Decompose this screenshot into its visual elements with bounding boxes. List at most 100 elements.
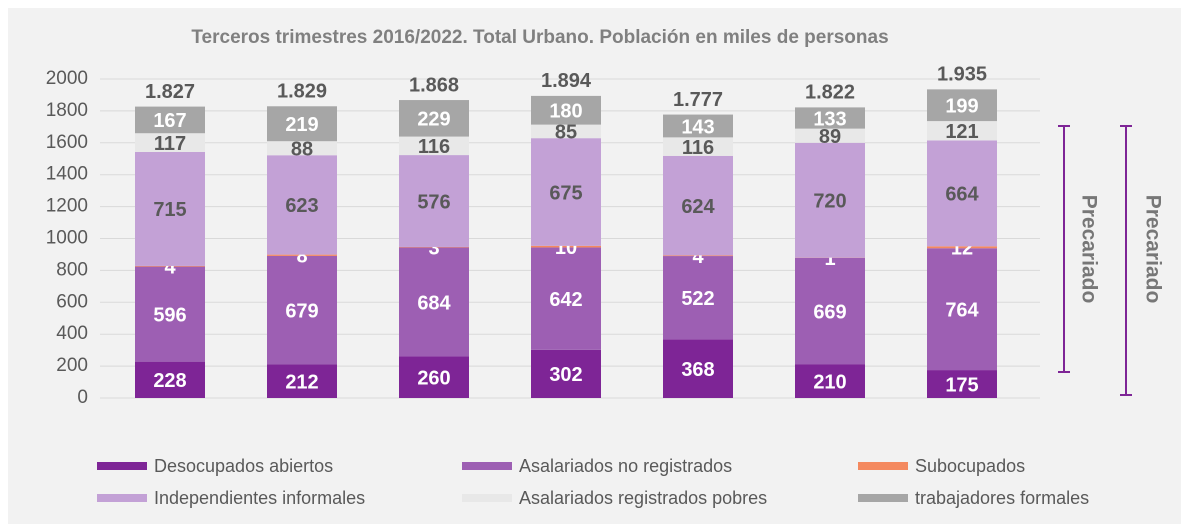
bar-segment [663, 339, 733, 398]
data-label: 576 [417, 191, 450, 213]
legend-label: trabajadores formales [915, 488, 1089, 508]
data-label: 522 [681, 288, 714, 310]
bar-segment [399, 247, 469, 357]
chart-title: Terceros trimestres 2016/2022. Total Urb… [191, 27, 888, 48]
bar-segment [267, 141, 337, 156]
bar-segment [927, 246, 997, 249]
bar-segment [795, 142, 865, 258]
legend-label: Asalariados registrados pobres [519, 488, 767, 508]
legend-swatch [858, 462, 908, 470]
data-label: 116 [418, 136, 450, 158]
data-label: 720 [813, 191, 846, 213]
legend-label: Desocupados abiertos [154, 456, 333, 476]
bar-segment [531, 245, 601, 248]
data-label: 228 [153, 370, 186, 392]
bar-segment [663, 256, 733, 340]
data-label: 89 [819, 126, 841, 148]
bar-segment [399, 100, 469, 137]
bar-segment [135, 133, 205, 152]
data-label: 669 [813, 301, 846, 323]
bar-segment [399, 356, 469, 398]
data-label: 212 [285, 371, 318, 393]
bar-segment [927, 89, 997, 122]
y-tick-label: 800 [56, 259, 88, 280]
bracket [1058, 125, 1132, 396]
data-label: 116 [682, 137, 714, 159]
legend-label: Subocupados [915, 456, 1025, 476]
legend-swatch [462, 494, 512, 502]
bar-segment [531, 124, 601, 139]
data-label: 624 [681, 196, 715, 218]
total-label: 1.827 [145, 81, 195, 103]
bar-segment [927, 140, 997, 247]
data-label: 219 [285, 114, 318, 136]
total-label: 1.822 [805, 82, 855, 104]
legend-swatch [462, 462, 512, 470]
bar-segment [135, 265, 205, 267]
data-label: 199 [945, 96, 978, 118]
data-label: 88 [291, 139, 313, 161]
bar-segment [531, 349, 601, 398]
bar-segment [531, 138, 601, 246]
bar-segment [267, 106, 337, 142]
data-label: 8 [296, 246, 307, 268]
bar-segment [927, 248, 997, 371]
bar-segment [399, 155, 469, 247]
legend-swatch [97, 494, 147, 502]
bar-segment [795, 364, 865, 398]
data-label: 368 [681, 359, 714, 381]
y-tick-label: 0 [77, 387, 88, 408]
data-label: 302 [549, 364, 582, 386]
annotation: Precariado [1141, 195, 1164, 304]
bar-segment [795, 107, 865, 129]
bar-segment [795, 128, 865, 143]
data-label: 664 [945, 184, 979, 206]
bar-segment [135, 151, 205, 266]
data-label: 1 [824, 248, 835, 270]
y-tick-label: 1600 [46, 132, 88, 153]
y-tick-label: 600 [56, 291, 88, 312]
bar-segment [795, 257, 865, 365]
data-label: 623 [285, 195, 318, 217]
y-tick-label: 400 [56, 323, 88, 344]
total-label: 1.829 [277, 81, 327, 103]
bar-segment [267, 364, 337, 398]
bar-segment [267, 255, 337, 365]
data-label: 210 [813, 372, 846, 394]
y-tick-label: 2000 [46, 68, 88, 89]
data-label: 167 [153, 110, 186, 132]
legend-label: Independientes informales [154, 488, 365, 508]
total-label: 1.777 [673, 89, 723, 111]
bar-segment [267, 155, 337, 255]
bar-segment [531, 95, 601, 125]
bar-segment [135, 266, 205, 362]
bar-segment [663, 255, 733, 257]
data-label: 684 [417, 292, 451, 314]
bar-segment [399, 136, 469, 156]
legend-label: Asalariados no registrados [519, 456, 732, 476]
bar-segment [663, 114, 733, 138]
legend-swatch [858, 494, 908, 502]
y-tick-label: 1200 [46, 196, 88, 217]
data-label: 133 [813, 108, 846, 130]
data-label: 260 [417, 368, 450, 390]
data-label: 85 [555, 122, 577, 144]
bar-segment [663, 155, 733, 256]
bar-segment [267, 254, 337, 256]
bar-segment [135, 361, 205, 398]
data-label: 596 [153, 304, 186, 326]
bar-segment [663, 137, 733, 156]
data-label: 642 [549, 289, 582, 311]
data-label: 180 [549, 101, 582, 123]
legend-swatch [97, 462, 147, 470]
data-label: 715 [153, 199, 186, 221]
data-label: 675 [549, 182, 582, 204]
y-tick-label: 1800 [46, 100, 88, 121]
data-label: 764 [945, 299, 979, 321]
data-label: 175 [945, 374, 978, 396]
data-label: 117 [154, 133, 186, 155]
bar-segment [927, 121, 997, 141]
bar-segment [927, 370, 997, 398]
